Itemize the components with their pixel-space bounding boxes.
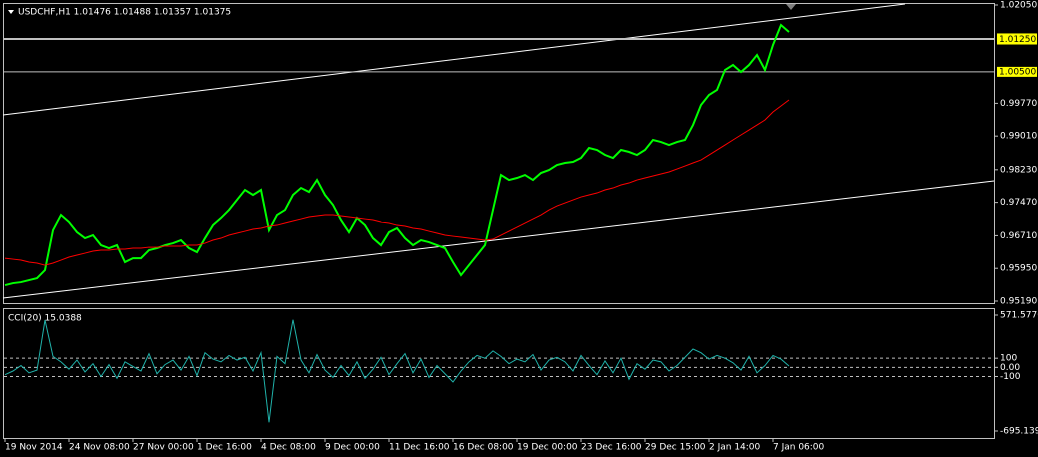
level-label: 1.00500 <box>999 67 1036 77</box>
y-tick-label: 1.02050 <box>1000 1 1037 11</box>
y-tick-label: 571.5776 <box>1000 311 1038 321</box>
y-tick-label: 0.99770 <box>1000 99 1037 109</box>
x-tick-label: 16 Dec 08:00 <box>453 443 514 453</box>
marker <box>786 4 796 10</box>
x-tick-label: 9 Dec 00:00 <box>325 443 380 453</box>
x-tick-label: 24 Nov 08:00 <box>69 443 130 453</box>
x-tick-label: 19 Dec 00:00 <box>517 443 578 453</box>
chart-title: USDCHF,H1 1.01476 1.01488 1.01357 1.0137… <box>18 8 231 18</box>
y-tick-label: 0.95190 <box>1000 297 1037 307</box>
y-tick-label: -695.1398 <box>1000 427 1038 437</box>
cci-title: CCI(20) 15.0388 <box>8 314 82 324</box>
level-label-bg <box>997 34 1037 45</box>
cci-panel <box>3 308 995 439</box>
channel-lower <box>2 180 995 299</box>
y-tick-label: 0.97470 <box>1000 198 1037 208</box>
x-tick-label: 19 Nov 2014 <box>5 443 63 453</box>
y-tick-label: -100 <box>1000 372 1021 382</box>
y-tick-label: 0.98230 <box>1000 165 1037 175</box>
level-label: 1.01250 <box>999 35 1036 45</box>
y-tick-label: 0.95950 <box>1000 264 1037 274</box>
y-tick-label: 100 <box>1000 354 1017 364</box>
y-tick-label: 0.96710 <box>1000 231 1037 241</box>
series-line <box>4 319 790 423</box>
level-label-bg <box>997 66 1037 77</box>
series-line <box>4 23 790 287</box>
x-tick-label: 29 Dec 15:00 <box>645 443 706 453</box>
series-line <box>4 99 790 266</box>
channel-upper <box>2 3 906 116</box>
x-tick-label: 11 Dec 16:00 <box>389 443 450 453</box>
y-tick-label: 0.99010 <box>1000 132 1037 142</box>
x-tick-label: 1 Dec 16:00 <box>197 443 252 453</box>
x-tick-label: 2 Jan 14:00 <box>709 443 761 453</box>
y-tick-label: 0.00 <box>1000 363 1020 373</box>
x-tick-label: 4 Dec 08:00 <box>261 443 316 453</box>
x-tick-label: 23 Dec 16:00 <box>581 443 642 453</box>
x-tick-label: 7 Jan 06:00 <box>773 443 825 453</box>
price-panel <box>3 3 995 304</box>
title-icon <box>8 10 14 14</box>
x-tick-label: 27 Nov 00:00 <box>133 443 194 453</box>
